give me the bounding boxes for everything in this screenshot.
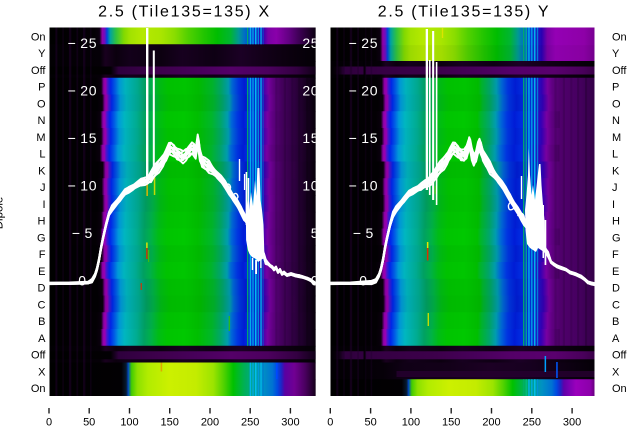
svg-text:Off: Off (31, 350, 46, 362)
svg-text:0: 0 (327, 417, 333, 429)
svg-text:N: N (38, 115, 46, 127)
svg-text:15: 15 (302, 130, 319, 146)
svg-text:0: 0 (311, 273, 319, 289)
svg-text:X: X (612, 367, 620, 379)
svg-text:C: C (38, 300, 46, 312)
svg-text:I: I (42, 199, 45, 211)
svg-text:− 15: − 15 (349, 130, 379, 146)
svg-text:O: O (612, 99, 621, 111)
svg-text:N: N (612, 115, 620, 127)
svg-text:Y: Y (38, 48, 46, 60)
svg-text:Dipole: Dipole (0, 197, 6, 230)
svg-text:H: H (38, 216, 46, 228)
svg-text:Y: Y (612, 48, 620, 60)
svg-text:E: E (612, 266, 619, 278)
svg-text:F: F (612, 249, 619, 261)
svg-text:On: On (612, 32, 627, 44)
svg-text:G: G (37, 233, 46, 245)
svg-text:10: 10 (302, 178, 319, 194)
svg-text:B: B (38, 316, 45, 328)
svg-text:− 5: − 5 (72, 225, 93, 241)
svg-text:0: 0 (78, 273, 87, 289)
svg-text:D: D (38, 283, 46, 295)
svg-text:Off: Off (31, 65, 46, 77)
svg-text:O: O (37, 99, 46, 111)
svg-text:K: K (612, 166, 620, 178)
svg-text:X: X (38, 367, 46, 379)
svg-text:B: B (612, 316, 619, 328)
svg-text:L: L (612, 149, 618, 161)
svg-text:− 10: − 10 (349, 178, 379, 194)
svg-text:On: On (31, 383, 46, 395)
svg-text:5: 5 (311, 225, 319, 241)
svg-text:− 25: − 25 (349, 35, 379, 51)
svg-text:− 20: − 20 (68, 83, 98, 99)
svg-text:50: 50 (83, 417, 95, 429)
svg-text:M: M (612, 132, 621, 144)
svg-text:J: J (40, 182, 46, 194)
svg-text:150: 150 (442, 417, 460, 429)
svg-text:H: H (612, 216, 620, 228)
svg-text:C: C (612, 300, 620, 312)
svg-text:250: 250 (523, 417, 541, 429)
svg-text:25: 25 (302, 35, 319, 51)
svg-text:K: K (38, 166, 46, 178)
svg-text:200: 200 (482, 417, 500, 429)
svg-text:D: D (612, 283, 620, 295)
svg-text:20: 20 (302, 83, 319, 99)
svg-text:G: G (612, 233, 621, 245)
svg-text:2.5 (Tile135=135) X: 2.5 (Tile135=135) X (98, 4, 271, 21)
svg-text:− 15: − 15 (68, 130, 98, 146)
svg-text:300: 300 (563, 417, 581, 429)
svg-text:200: 200 (201, 417, 219, 429)
svg-text:A: A (612, 333, 620, 345)
svg-text:I: I (612, 199, 615, 211)
svg-text:50: 50 (364, 417, 376, 429)
svg-text:On: On (612, 383, 627, 395)
svg-text:100: 100 (402, 417, 420, 429)
svg-text:− 5: − 5 (353, 225, 374, 241)
svg-text:Off: Off (612, 350, 627, 362)
svg-text:150: 150 (161, 417, 179, 429)
svg-text:− 10: − 10 (68, 178, 98, 194)
svg-text:L: L (39, 149, 45, 161)
svg-text:J: J (612, 182, 618, 194)
svg-text:On: On (31, 32, 46, 44)
svg-text:M: M (36, 132, 45, 144)
svg-text:Off: Off (612, 65, 627, 77)
svg-text:A: A (38, 333, 46, 345)
svg-text:E: E (38, 266, 45, 278)
svg-text:− 20: − 20 (349, 83, 379, 99)
svg-text:100: 100 (120, 417, 138, 429)
svg-text:250: 250 (241, 417, 259, 429)
svg-text:− 25: − 25 (68, 35, 98, 51)
svg-text:2.5 (Tile135=135) Y: 2.5 (Tile135=135) Y (378, 4, 550, 21)
svg-text:0: 0 (359, 273, 368, 289)
svg-text:0: 0 (46, 417, 52, 429)
svg-text:F: F (39, 249, 46, 261)
svg-text:P: P (612, 82, 619, 94)
svg-text:300: 300 (281, 417, 299, 429)
svg-text:P: P (38, 82, 45, 94)
